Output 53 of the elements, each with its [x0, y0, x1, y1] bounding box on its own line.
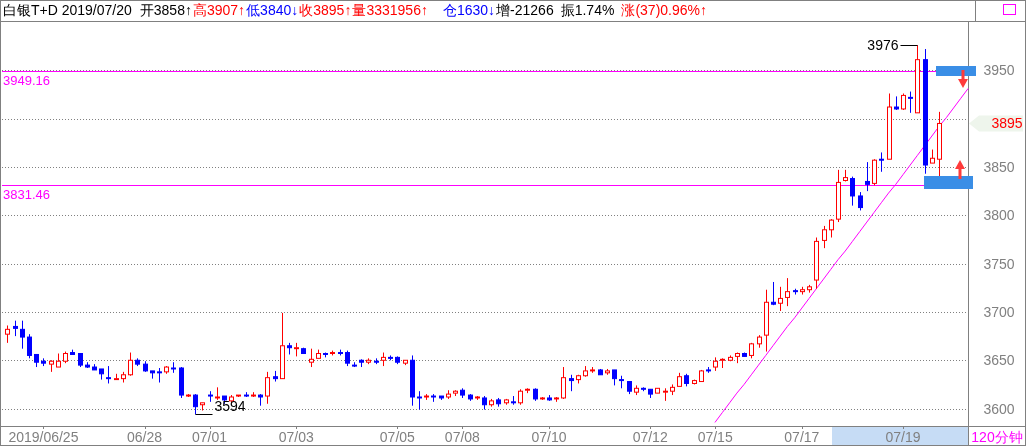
y-tick-label: 3700 — [983, 303, 1015, 320]
candlestick — [858, 191, 863, 211]
x-tick-label: 07/12 — [632, 429, 668, 445]
x-tick-label: 07/17 — [784, 429, 820, 445]
candlestick — [822, 225, 827, 249]
candlestick — [265, 371, 270, 405]
candlestick — [128, 352, 133, 377]
annotation: 3594 — [214, 398, 246, 415]
candlestick — [785, 277, 790, 307]
text: 低3840↓ — [246, 2, 299, 18]
candlestick — [20, 320, 25, 350]
y-tick-label: 3850 — [983, 158, 1015, 175]
text: 收3895↑ — [299, 2, 352, 18]
chart-title: 白银T+D 2019/07/20 — [3, 2, 133, 18]
x-tick-label: 07/01 — [192, 429, 228, 445]
x-tick-label: 2019/06/25 — [8, 429, 79, 445]
candlestick — [193, 393, 198, 415]
candlestick — [309, 348, 314, 368]
candlestick — [872, 158, 877, 186]
x-tick-label: 07/03 — [278, 429, 314, 445]
candlestick — [850, 176, 855, 207]
text: 增-21266 — [495, 2, 554, 18]
y-tick-label: 3950 — [983, 62, 1015, 79]
y-tick-label: 3800 — [983, 207, 1015, 224]
candlestick — [865, 161, 870, 192]
x-tick-label: 07/19 — [885, 429, 921, 445]
text: 3895 — [991, 115, 1023, 132]
candlestick — [908, 91, 913, 114]
text: 量3331956↑ — [352, 2, 428, 18]
text: 高3907↑ — [192, 2, 246, 18]
candlestick — [417, 390, 422, 411]
y-tick-label: 3750 — [983, 255, 1015, 272]
x-tick-label: 07/05 — [379, 429, 416, 445]
ref-line-label: 3831.46 — [3, 186, 50, 202]
text: 振1.74% — [560, 2, 615, 18]
candlestick — [829, 218, 834, 239]
x-tick-label: 06/28 — [127, 429, 163, 445]
x-tick-label: 07/15 — [697, 429, 733, 445]
annotation: 3976 — [867, 37, 899, 54]
text: 仓1630↓ — [442, 2, 496, 18]
x-tick-label: 07/08 — [444, 429, 481, 445]
text: 涨(37)0.96%↑ — [621, 2, 707, 18]
text: 开3858↑ — [139, 2, 192, 18]
candlestick — [561, 366, 566, 400]
candlestick — [778, 286, 783, 312]
x-tick-label: 07/10 — [531, 429, 567, 445]
y-tick-label: 3650 — [983, 352, 1015, 369]
ref-line-label: 3949.16 — [3, 72, 50, 88]
y-tick-label: 3600 — [983, 400, 1015, 417]
candlestick — [27, 333, 32, 359]
candlestick — [879, 151, 884, 173]
candlestick — [157, 367, 162, 383]
x-axis-title: 120分钟 — [971, 429, 1023, 445]
